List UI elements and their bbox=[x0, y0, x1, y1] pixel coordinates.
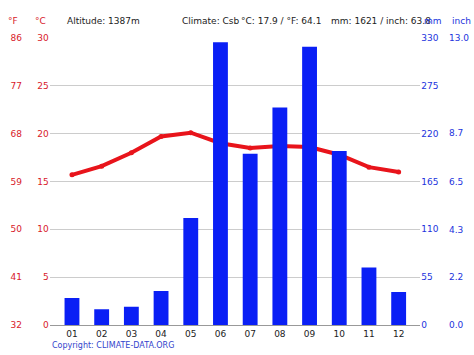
svg-text:07: 07 bbox=[244, 329, 255, 339]
svg-text:05: 05 bbox=[185, 329, 196, 339]
svg-text:165: 165 bbox=[421, 177, 438, 187]
svg-text:13.0: 13.0 bbox=[449, 33, 469, 43]
svg-text:inch: inch bbox=[452, 16, 471, 26]
svg-text:25: 25 bbox=[37, 81, 48, 91]
svg-text:55: 55 bbox=[421, 272, 432, 282]
svg-text:01: 01 bbox=[66, 329, 77, 339]
svg-text:06: 06 bbox=[215, 329, 227, 339]
svg-text:6.5: 6.5 bbox=[449, 177, 463, 187]
svg-text:03: 03 bbox=[126, 329, 137, 339]
svg-text:°C: 17.9 / °F: 64.1: °C: 17.9 / °F: 64.1 bbox=[241, 16, 321, 26]
svg-text:0: 0 bbox=[43, 320, 49, 330]
svg-text:77: 77 bbox=[11, 81, 22, 91]
svg-text:8.7: 8.7 bbox=[449, 128, 463, 138]
svg-text:°C: °C bbox=[35, 16, 46, 26]
svg-text:11: 11 bbox=[363, 329, 374, 339]
svg-text:32: 32 bbox=[11, 320, 22, 330]
svg-text:15: 15 bbox=[37, 177, 48, 187]
svg-text:°F: °F bbox=[8, 16, 18, 26]
svg-text:330: 330 bbox=[421, 33, 438, 43]
svg-text:2.2: 2.2 bbox=[449, 272, 463, 282]
svg-text:mm: 1621 / inch: 63.8: mm: 1621 / inch: 63.8 bbox=[331, 16, 431, 26]
svg-text:30: 30 bbox=[37, 33, 49, 43]
svg-text:0.0: 0.0 bbox=[449, 320, 464, 330]
svg-text:275: 275 bbox=[421, 81, 438, 91]
svg-text:09: 09 bbox=[304, 329, 316, 339]
svg-text:10: 10 bbox=[37, 224, 49, 234]
svg-text:4.3: 4.3 bbox=[449, 225, 463, 235]
svg-text:59: 59 bbox=[11, 177, 23, 187]
svg-text:08: 08 bbox=[274, 329, 286, 339]
svg-text:20: 20 bbox=[37, 129, 49, 139]
svg-text:Altitude: 1387m: Altitude: 1387m bbox=[67, 16, 140, 26]
svg-text:10: 10 bbox=[334, 329, 346, 339]
svg-text:110: 110 bbox=[421, 224, 438, 234]
svg-text:Copyright: CLIMATE-DATA.ORG: Copyright: CLIMATE-DATA.ORG bbox=[52, 341, 174, 350]
svg-text:02: 02 bbox=[96, 329, 107, 339]
svg-text:41: 41 bbox=[11, 272, 22, 282]
svg-text:04: 04 bbox=[155, 329, 167, 339]
svg-text:68: 68 bbox=[11, 129, 23, 139]
svg-text:Climate: Csb: Climate: Csb bbox=[182, 16, 239, 26]
svg-text:5: 5 bbox=[43, 272, 49, 282]
svg-text:mm: mm bbox=[424, 16, 442, 26]
svg-text:86: 86 bbox=[11, 33, 23, 43]
svg-text:0: 0 bbox=[421, 320, 427, 330]
svg-text:12: 12 bbox=[393, 329, 404, 339]
svg-text:50: 50 bbox=[11, 224, 23, 234]
svg-text:220: 220 bbox=[421, 129, 438, 139]
